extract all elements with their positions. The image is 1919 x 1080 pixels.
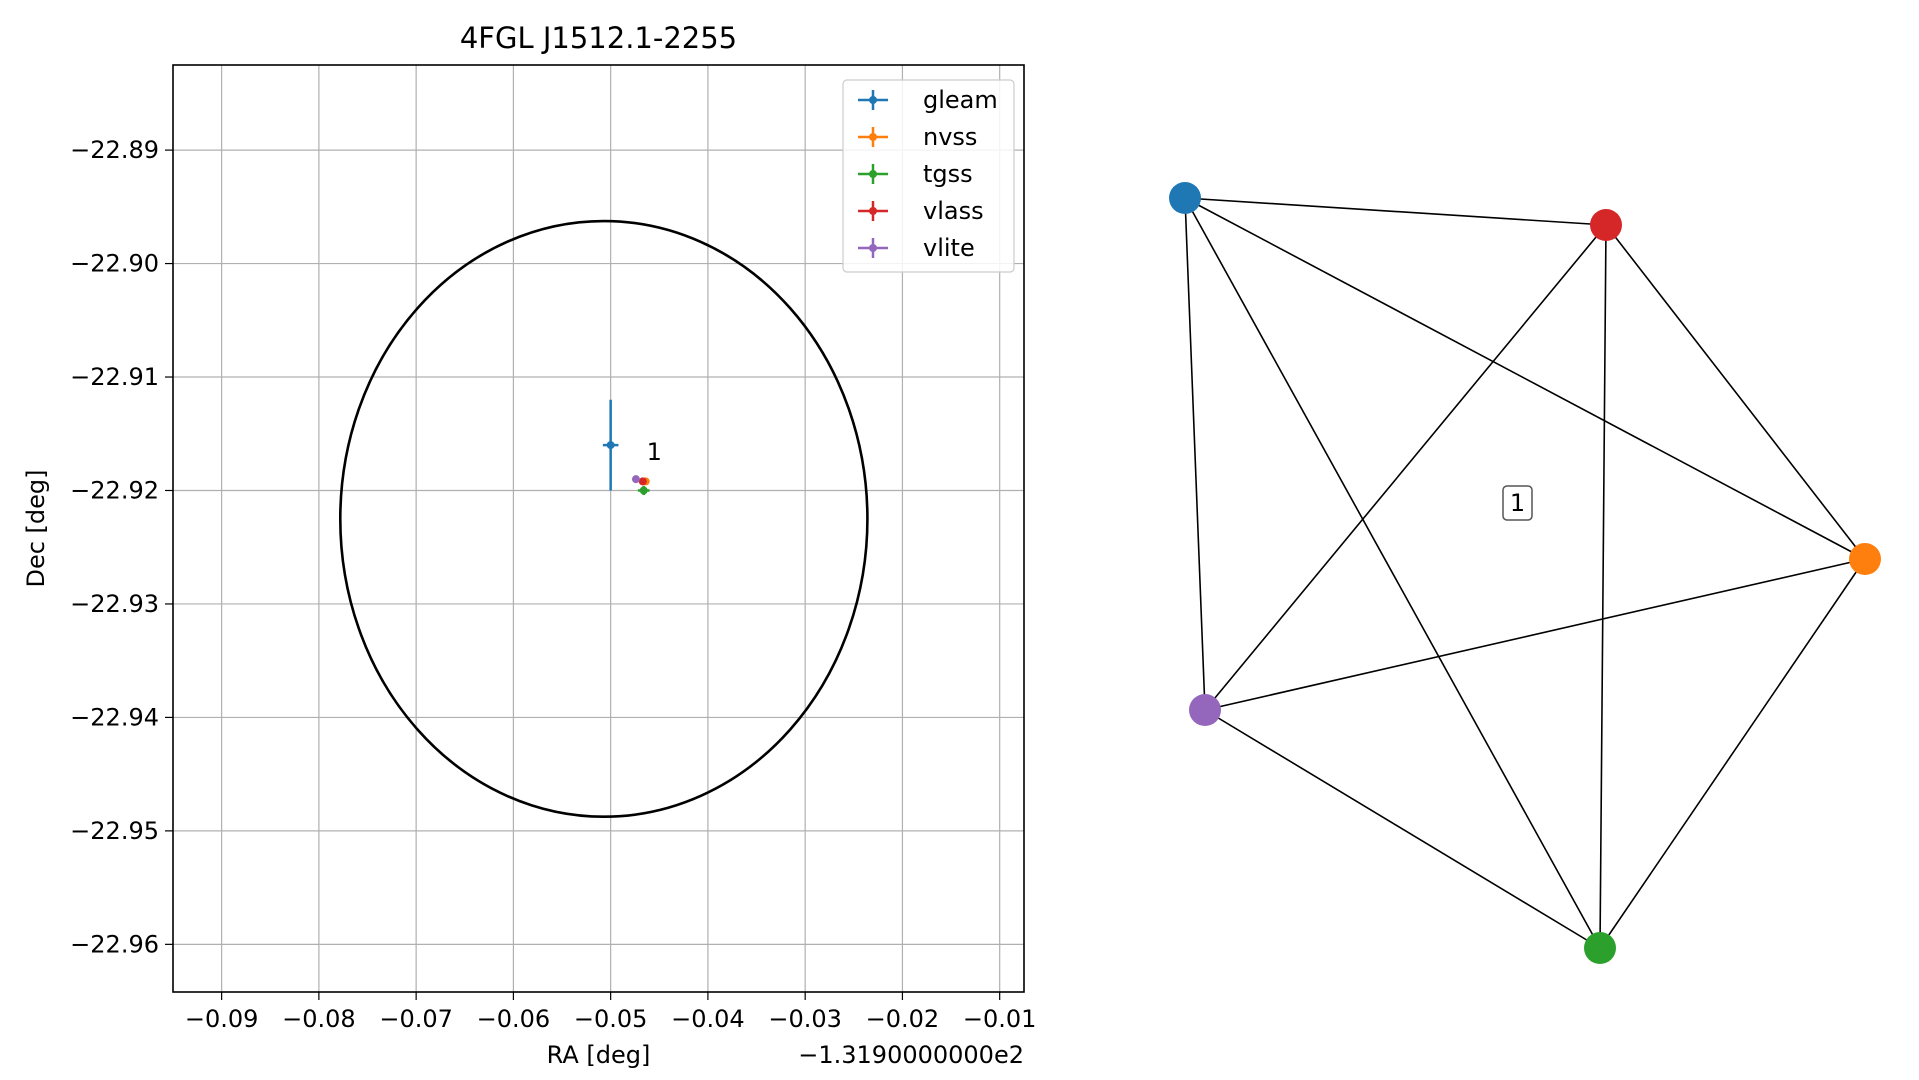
node-gleam	[1169, 182, 1201, 214]
y-tick-label: −22.92	[70, 476, 159, 504]
annotations: 1	[647, 438, 662, 466]
y-tick-label: −22.95	[70, 817, 159, 845]
sky-position-chart: −0.09 −0.08 −0.07 −0.06 −0.05 −0.04 −0.03 −0.02…	[22, 21, 1036, 1069]
edge-vlass-nvss	[1605, 224, 1866, 560]
marker-vlite	[631, 475, 640, 484]
crossmatch-network-graph: 1	[1169, 182, 1881, 964]
edge-gleam-vlite	[1184, 197, 1206, 711]
source-points	[602, 399, 650, 496]
uncertainty-ellipse	[338, 219, 869, 818]
legend-entry-gleam: gleam	[858, 86, 998, 114]
y-tick-label: −22.90	[70, 250, 159, 278]
x-tick-label: −0.07	[379, 1005, 453, 1033]
legend-label-vlass: vlass	[923, 197, 984, 225]
x-tick-label: −0.03	[768, 1005, 842, 1033]
edge-vlass-vlite	[1204, 224, 1607, 711]
y-tick-label: −22.96	[70, 930, 159, 958]
node-tgss	[1584, 932, 1616, 964]
legend-marker-vlite	[869, 244, 877, 252]
error-ellipse	[338, 219, 869, 818]
y-tick-label: −22.91	[70, 363, 159, 391]
x-axis-offset-label: −1.3190000000e2	[798, 1041, 1024, 1069]
graph-edges	[1184, 197, 1866, 949]
point-gleam	[602, 399, 619, 491]
x-tick-label: −0.09	[185, 1005, 259, 1033]
legend-marker-nvss	[869, 133, 877, 141]
marker-gleam	[606, 441, 615, 450]
edge-gleam-nvss	[1184, 197, 1866, 560]
cluster-annotation: 1	[647, 438, 662, 466]
x-tick-label: −0.01	[963, 1005, 1037, 1033]
x-axis-label: RA [deg]	[547, 1041, 651, 1069]
y-tick-label: −22.94	[70, 703, 159, 731]
marker-vlass	[638, 477, 647, 486]
node-vlite	[1189, 694, 1221, 726]
legend: gleam nvss tgss vlass vlite	[842, 79, 1015, 273]
x-tick-label: −0.06	[477, 1005, 551, 1033]
legend-label-gleam: gleam	[923, 86, 998, 114]
center-label-text: 1	[1510, 489, 1525, 517]
x-tick-label: −0.02	[866, 1005, 940, 1033]
axis-ticks: −0.09 −0.08 −0.07 −0.06 −0.05 −0.04 −0.03 −0.02…	[70, 136, 1036, 1033]
edge-gleam-vlass	[1184, 197, 1607, 226]
legend-label-vlite: vlite	[923, 234, 975, 262]
chart-title: 4FGL J1512.1-2255	[460, 21, 737, 55]
node-vlass	[1590, 209, 1622, 241]
y-tick-label: −22.89	[70, 136, 159, 164]
graph-nodes	[1169, 182, 1881, 964]
edge-nvss-vlite	[1204, 558, 1866, 711]
legend-label-tgss: tgss	[923, 160, 973, 188]
marker-tgss	[639, 486, 648, 495]
point-vlite	[631, 475, 640, 484]
y-axis-label: Dec [deg]	[22, 469, 50, 587]
edge-vlass-tgss	[1599, 224, 1607, 949]
legend-marker-tgss	[869, 170, 877, 178]
x-tick-label: −0.08	[282, 1005, 356, 1033]
graph-center-label: 1	[1502, 485, 1533, 521]
x-tick-label: −0.04	[671, 1005, 745, 1033]
legend-entry-vlass: vlass	[858, 197, 984, 225]
grid	[173, 65, 1024, 992]
point-tgss	[637, 485, 650, 496]
edge-nvss-tgss	[1599, 558, 1866, 949]
point-vlass	[638, 477, 647, 486]
center-label-box	[1502, 485, 1533, 521]
legend-entry-nvss: nvss	[858, 123, 977, 151]
legend-marker-gleam	[869, 96, 877, 104]
x-tick-label: −0.05	[574, 1005, 648, 1033]
axes-frame	[172, 64, 1025, 993]
legend-marker-vlass	[869, 207, 877, 215]
legend-label-nvss: nvss	[923, 123, 977, 151]
edge-vlite-tgss	[1204, 709, 1601, 949]
legend-entry-tgss: tgss	[858, 160, 973, 188]
edge-gleam-tgss	[1184, 197, 1601, 949]
legend-box	[842, 79, 1015, 273]
legend-entry-vlite: vlite	[858, 234, 975, 262]
node-nvss	[1849, 543, 1881, 575]
y-tick-label: −22.93	[70, 590, 159, 618]
